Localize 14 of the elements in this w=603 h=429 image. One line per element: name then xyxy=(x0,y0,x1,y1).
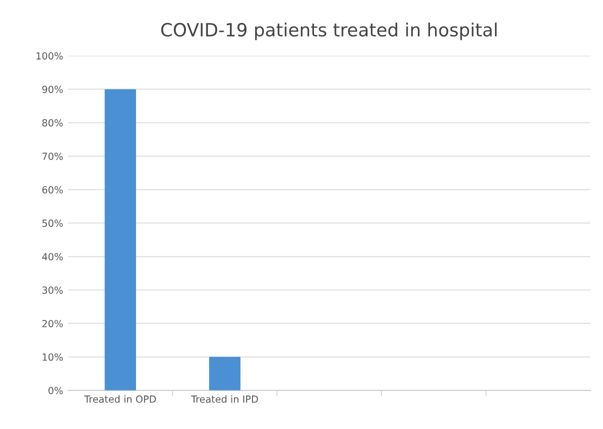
y-tick-label: 100% xyxy=(36,52,63,60)
x-tick-label: Treated in OPD xyxy=(84,395,156,403)
y-tick-label: 80% xyxy=(42,119,63,127)
y-tick-label: 70% xyxy=(42,152,63,160)
y-tick-label: 40% xyxy=(42,253,63,260)
y-tick-label: 90% xyxy=(42,86,63,94)
y-tick-label: 0% xyxy=(48,386,63,394)
x-tick-label: Treated in IPD xyxy=(191,395,258,403)
chart-title: COVID-19 patients treated in hospital xyxy=(161,22,497,40)
y-tick-label: 30% xyxy=(42,286,63,294)
y-tick-label: 60% xyxy=(42,186,63,194)
y-tick-label: 10% xyxy=(42,353,63,361)
y-tick-label: 20% xyxy=(42,320,63,328)
y-tick-label: 50% xyxy=(42,220,63,227)
